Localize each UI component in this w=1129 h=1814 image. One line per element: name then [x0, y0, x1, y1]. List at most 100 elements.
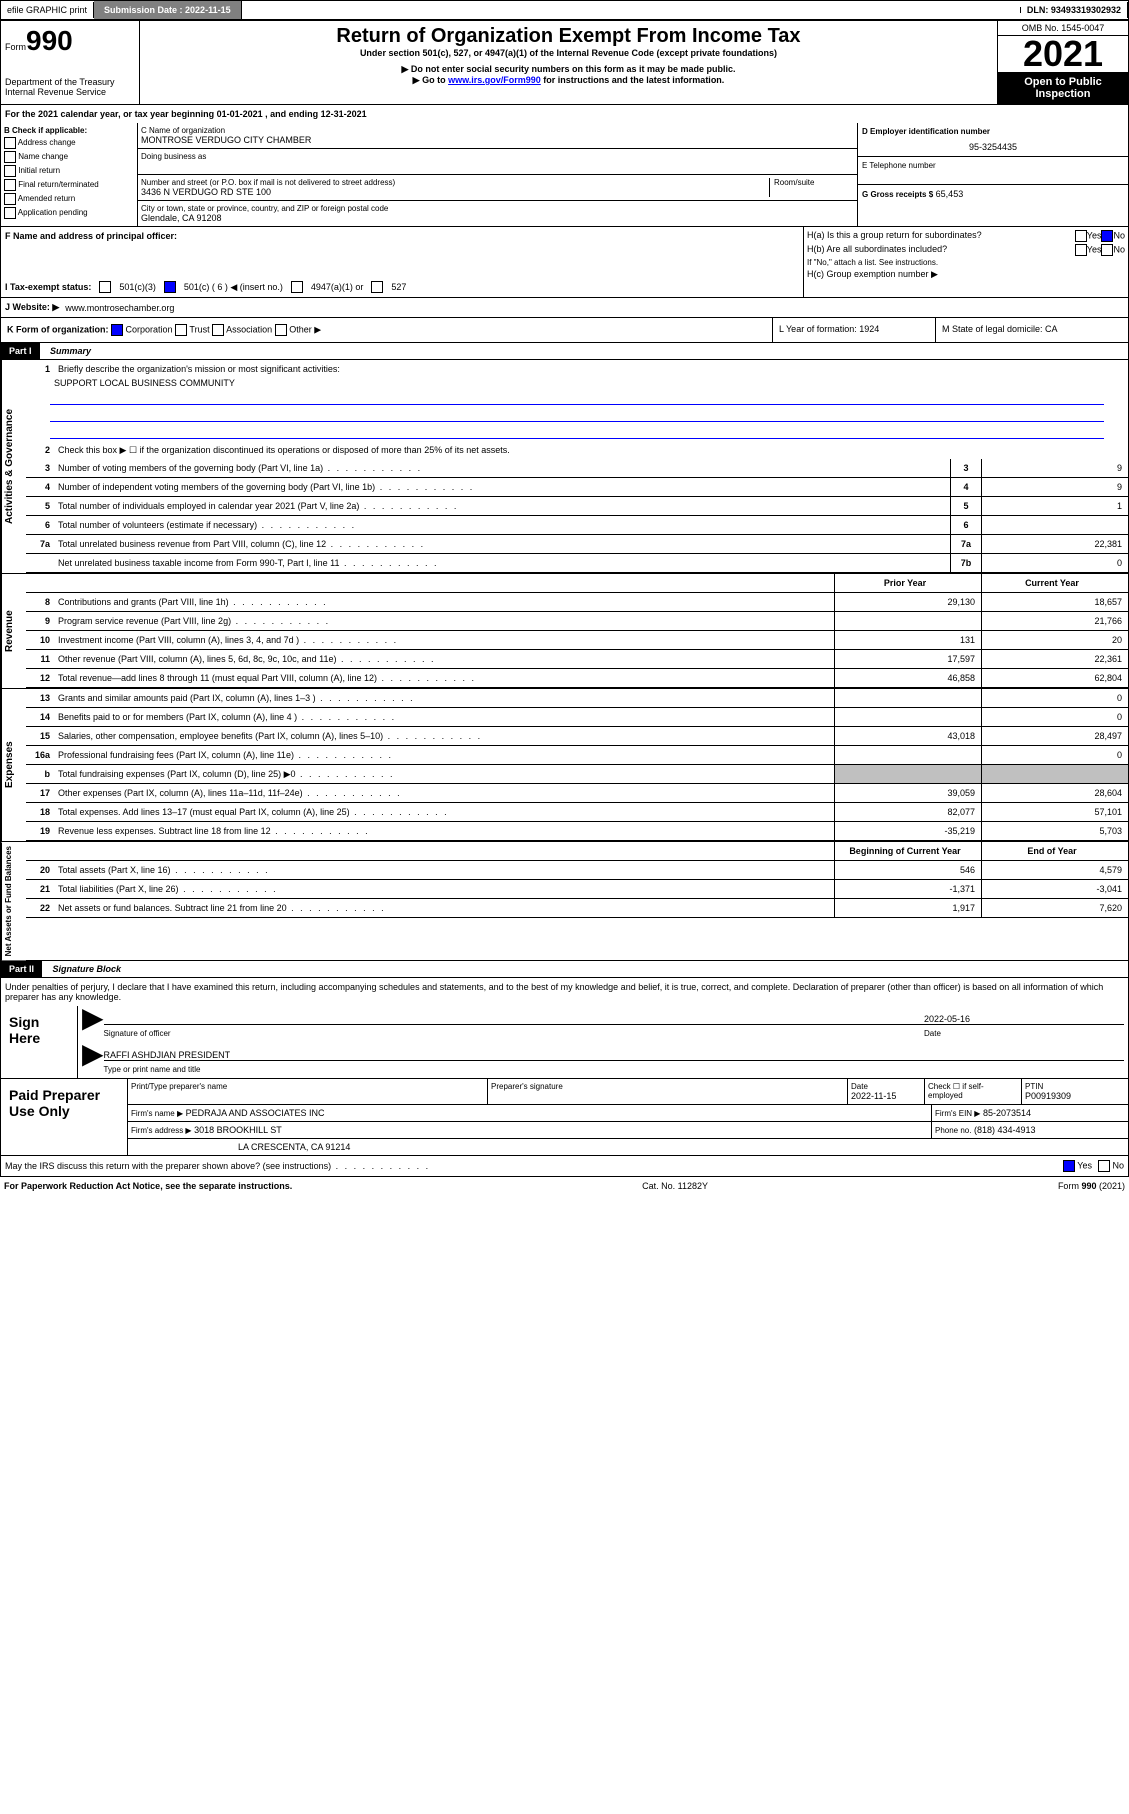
room-label: Room/suite [774, 178, 854, 187]
entity-section: B Check if applicable: Address change Na… [0, 123, 1129, 227]
row-i: I Tax-exempt status: 501(c)(3) 501(c) ( … [5, 281, 799, 293]
hb-row: H(b) Are all subordinates included? Yes … [806, 243, 1126, 257]
q2: Check this box ▶ ☐ if the organization d… [54, 443, 1128, 458]
mission-line [50, 407, 1104, 422]
boy-hdr: Beginning of Current Year [834, 842, 981, 860]
chk-trust[interactable] [175, 324, 187, 336]
date-label: Date [924, 1029, 1124, 1038]
header-bar: efile GRAPHIC print Submission Date : 20… [0, 0, 1129, 20]
col-l: L Year of formation: 1924 [773, 318, 936, 342]
may-no[interactable]: No [1098, 1160, 1124, 1172]
page-footer: For Paperwork Reduction Act Notice, see … [0, 1177, 1129, 1195]
city-box: City or town, state or province, country… [138, 201, 857, 226]
hb-note: If "No," attach a list. See instructions… [806, 257, 1126, 268]
chk-527[interactable] [371, 281, 383, 293]
hb-no[interactable]: No [1101, 244, 1125, 256]
sig-block: Under penalties of perjury, I declare th… [0, 978, 1129, 1079]
bracket-icon: ▶ [82, 1010, 104, 1038]
chk-final[interactable]: Final return/terminated [4, 179, 134, 191]
addr-label: Number and street (or P.O. box if mail i… [141, 178, 769, 187]
hc-row: H(c) Group exemption number ▶ [806, 268, 1126, 281]
city-val: Glendale, CA 91208 [141, 213, 854, 223]
revenue-section: Revenue Prior Year Current Year 8Contrib… [0, 574, 1129, 689]
dba-box: Doing business as [138, 149, 857, 175]
i-label: I Tax-exempt status: [5, 282, 91, 292]
side-netassets: Net Assets or Fund Balances [1, 842, 26, 960]
col-de: D Employer identification number 95-3254… [857, 123, 1128, 226]
part2-bar: Part II Signature Block [0, 961, 1129, 978]
dba-label: Doing business as [141, 152, 854, 161]
form-header: Form990 Department of the Treasury Inter… [0, 20, 1129, 105]
chk-pending[interactable]: Application pending [4, 207, 134, 219]
part1-bar: Part I Summary [0, 343, 1129, 360]
py-hdr: Prior Year [834, 574, 981, 592]
form-number: 990 [26, 25, 73, 56]
netassets-section: Net Assets or Fund Balances Beginning of… [0, 842, 1129, 961]
row-k: K Form of organization: Corporation Trus… [0, 318, 1129, 343]
city-label: City or town, state or province, country… [141, 204, 854, 213]
officer-name: RAFFI ASHDJIAN PRESIDENT [104, 1050, 231, 1060]
ha-no[interactable]: No [1101, 230, 1125, 242]
sig-date-val: 2022-05-16 [924, 1014, 1124, 1024]
prep-title: Paid Preparer Use Only [1, 1079, 128, 1155]
f-label: F Name and address of principal officer: [5, 231, 799, 241]
c-label: C Name of organization [141, 126, 854, 135]
hb-yes[interactable]: Yes [1075, 244, 1102, 256]
col-b-hdr: B Check if applicable: [4, 126, 134, 135]
part1-title: Summary [42, 343, 99, 359]
chk-501c3[interactable] [99, 281, 111, 293]
dept: Department of the Treasury [5, 77, 135, 87]
form-word: Form [5, 42, 26, 52]
col-k: K Form of organization: Corporation Trus… [1, 318, 773, 342]
expenses-section: Expenses 13Grants and similar amounts pa… [0, 689, 1129, 842]
subtitle2: ▶ Do not enter social security numbers o… [144, 64, 993, 75]
ha-yes[interactable]: Yes [1075, 230, 1102, 242]
chk-name[interactable]: Name change [4, 151, 134, 163]
addr-box: Number and street (or P.O. box if mail i… [138, 175, 857, 201]
col-b: B Check if applicable: Address change Na… [1, 123, 138, 226]
chk-other[interactable] [275, 324, 287, 336]
ein-val: 95-3254435 [862, 142, 1124, 152]
subtitle1: Under section 501(c), 527, or 4947(a)(1)… [144, 48, 993, 58]
efile-label: efile GRAPHIC print [1, 2, 94, 18]
preparer-block: Paid Preparer Use Only Print/Type prepar… [0, 1079, 1129, 1156]
penalty-text: Under penalties of perjury, I declare th… [1, 978, 1128, 1006]
submission-date: Submission Date : 2022-11-15 [94, 1, 242, 19]
chk-initial[interactable]: Initial return [4, 165, 134, 177]
side-expenses: Expenses [1, 689, 26, 841]
phone-box: E Telephone number [858, 157, 1128, 185]
line-a-text: For the 2021 calendar year, or tax year … [5, 109, 367, 119]
part2-title: Signature Block [45, 961, 130, 977]
name-box: C Name of organization MONTROSE VERDUGO … [138, 123, 857, 149]
part1-hdr: Part I [1, 343, 40, 359]
chk-corp[interactable] [111, 324, 123, 336]
chk-amended[interactable]: Amended return [4, 193, 134, 205]
part2-hdr: Part II [1, 961, 42, 977]
col-m: M State of legal domicile: CA [936, 318, 1128, 342]
chk-address[interactable]: Address change [4, 137, 134, 149]
col-h: H(a) Is this a group return for subordin… [804, 227, 1128, 297]
chk-501c[interactable] [164, 281, 176, 293]
dln: DLN: 93493319302932 [1021, 2, 1128, 18]
name-label: Type or print name and title [104, 1065, 1124, 1074]
irs: Internal Revenue Service [5, 87, 135, 97]
j-label: J Website: ▶ [5, 302, 59, 313]
form990-link[interactable]: www.irs.gov/Form990 [448, 75, 541, 85]
row-j: J Website: ▶ www.montrosechamber.org [0, 298, 1129, 318]
org-name: MONTROSE VERDUGO CITY CHAMBER [141, 135, 854, 145]
form-right: OMB No. 1545-0047 2021 Open to Public In… [997, 21, 1128, 104]
sub3-pre: ▶ Go to [413, 75, 448, 85]
sign-here: Sign Here [1, 1006, 78, 1078]
mission-line [50, 424, 1104, 439]
may-yes[interactable]: Yes [1063, 1160, 1092, 1172]
may-discuss: May the IRS discuss this return with the… [0, 1156, 1129, 1177]
chk-assoc[interactable] [212, 324, 224, 336]
row-f-h: F Name and address of principal officer:… [0, 227, 1129, 298]
side-activities: Activities & Governance [1, 360, 26, 573]
bracket-icon: ▶ [82, 1046, 104, 1074]
cat-no: Cat. No. 11282Y [642, 1181, 708, 1191]
ein-box: D Employer identification number 95-3254… [858, 123, 1128, 157]
mission-val: SUPPORT LOCAL BUSINESS COMMUNITY [26, 378, 1128, 388]
chk-4947[interactable] [291, 281, 303, 293]
sig-officer-label: Signature of officer [104, 1029, 924, 1038]
